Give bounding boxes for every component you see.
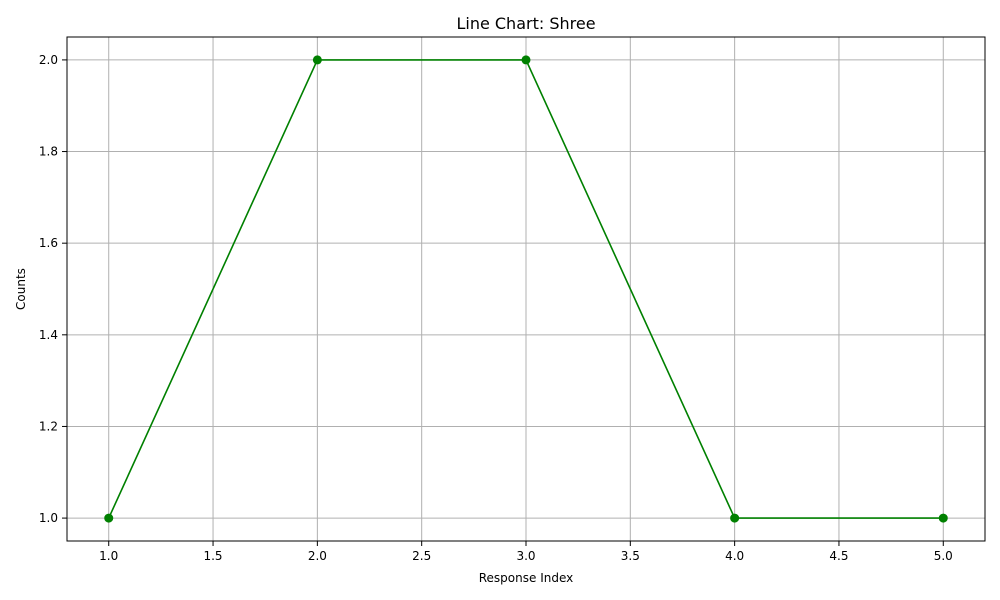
y-tick-label: 1.2: [39, 419, 58, 433]
x-tick-label: 3.0: [516, 549, 535, 563]
x-tick-label: 1.0: [99, 549, 118, 563]
data-point: [938, 513, 948, 523]
x-tick-label: 4.5: [829, 549, 848, 563]
y-tick-label: 1.0: [39, 511, 58, 525]
x-tick-label: 1.5: [203, 549, 222, 563]
y-tick-label: 2.0: [39, 53, 58, 67]
x-tick-label: 4.0: [725, 549, 744, 563]
data-point: [521, 55, 531, 65]
data-point: [730, 513, 740, 523]
data-point: [312, 55, 322, 65]
x-tick-label: 2.5: [412, 549, 431, 563]
x-tick-label: 2.0: [308, 549, 327, 563]
grid-layer: [67, 37, 985, 541]
ticks-layer: 1.0 1.5 2.0 2.5 3.0 3.5 4.0 4.5 5.0 1.0 1.2 1.4 1.6 1…: [39, 53, 953, 563]
y-tick-label: 1.6: [39, 236, 58, 250]
y-axis-label: Counts: [14, 268, 28, 310]
data-point: [104, 513, 114, 523]
series-layer: [104, 55, 948, 523]
x-tick-label: 3.5: [621, 549, 640, 563]
y-tick-label: 1.4: [39, 328, 58, 342]
y-tick-label: 1.8: [39, 145, 58, 159]
chart-title: Line Chart: Shree: [456, 14, 595, 33]
x-axis-label: Response Index: [479, 571, 573, 585]
x-tick-label: 5.0: [934, 549, 953, 563]
